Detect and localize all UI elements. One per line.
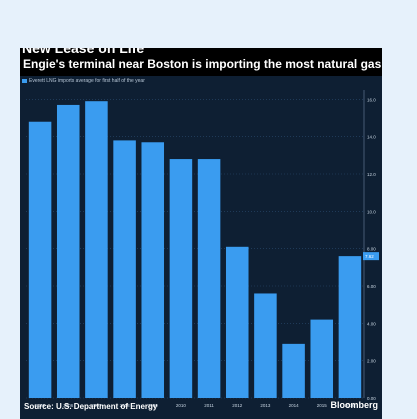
y-tick-label: 2.00 — [367, 359, 376, 364]
bar-chart: 0.00 2.00 4.00 6.00 8.00 10.0 12.0 14.0 16.0 2005… — [26, 90, 379, 408]
source-note: Source: U.S. Department of Energy — [24, 402, 158, 411]
y-tick-label: 4.00 — [367, 321, 376, 326]
bar — [197, 159, 221, 398]
bar — [254, 293, 277, 398]
x-tick-label: 2014 — [289, 403, 300, 408]
x-tick-label: 2008 — [120, 403, 131, 408]
bar — [113, 140, 136, 398]
x-tick-label: 2009 — [148, 403, 159, 408]
y-tick-label: 10.0 — [367, 209, 376, 214]
bar — [169, 159, 193, 398]
x-tick-label: 2011 — [204, 403, 214, 408]
x-tick-label: 2007 — [91, 403, 102, 408]
bar — [282, 343, 305, 398]
x-tick-label: 2005 — [35, 403, 46, 408]
last-value-badge — [363, 252, 379, 261]
y-tick-label: 0.00 — [367, 396, 376, 401]
x-tick-label: 2015 — [317, 403, 328, 408]
chart-title: New Lease on Life — [22, 48, 145, 56]
x-tick-label: 2006 — [63, 403, 74, 408]
chart-subtitle: Engie's terminal near Boston is importin… — [23, 57, 382, 71]
y-tick-label: 8.00 — [367, 247, 376, 252]
chart-card: New Lease on Life Engie's terminal near … — [20, 48, 382, 419]
bar — [338, 256, 362, 398]
bar — [310, 319, 334, 398]
x-tick-label: 2013 — [260, 403, 271, 408]
y-tick-label: 12.0 — [367, 172, 376, 177]
bar — [28, 121, 52, 398]
y-tick-label: 14.0 — [367, 135, 376, 140]
legend-swatch — [22, 78, 27, 83]
legend: Everett LNG imports average for first ha… — [22, 78, 145, 84]
y-tick-label: 6.00 — [367, 284, 376, 289]
plot-area: 0.00 2.00 4.00 6.00 8.00 10.0 12.0 14.0 16.0 2005… — [20, 76, 382, 419]
bar — [85, 101, 108, 398]
x-tick-label: 2012 — [232, 403, 243, 408]
y-tick-label: 16.0 — [367, 97, 376, 102]
x-tick-label: 2016 — [345, 403, 356, 408]
bar — [56, 104, 80, 398]
last-value-label: 7.62 — [365, 254, 374, 259]
legend-label: Everett LNG imports average for first ha… — [29, 78, 145, 84]
brand-logo-text: Bloomberg — [330, 400, 378, 410]
bar — [141, 142, 165, 398]
x-tick-label: 2010 — [176, 403, 187, 408]
bar — [225, 246, 249, 398]
